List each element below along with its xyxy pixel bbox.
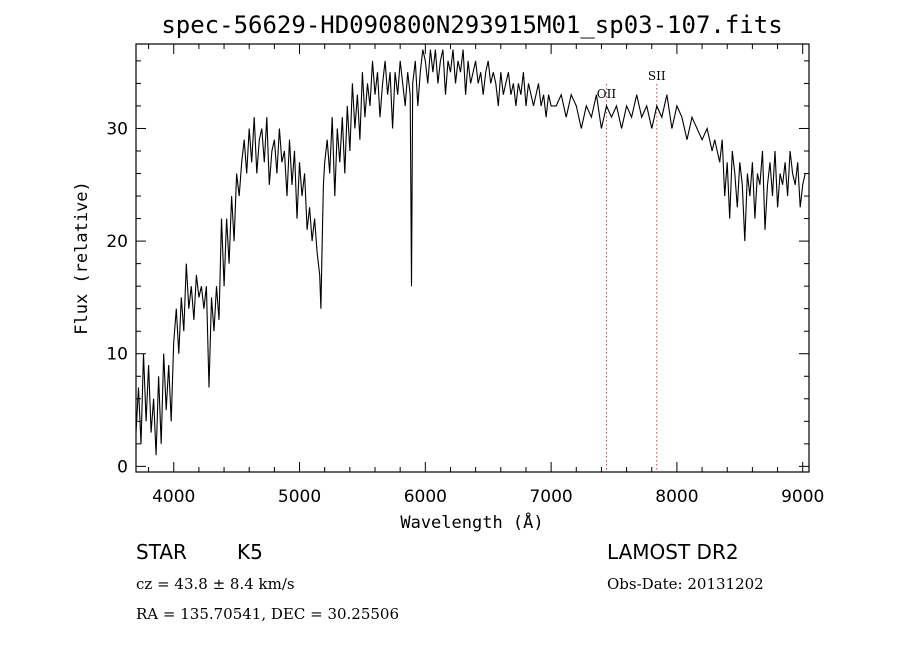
line-annotations: OII SII — [597, 69, 666, 472]
chart-title: spec-56629-HD090800N293915M01_sp03-107.f… — [161, 11, 782, 39]
x-tick-label: 7000 — [529, 487, 572, 507]
object-class: STAR — [136, 540, 187, 564]
spectrum-series-line — [135, 49, 806, 456]
x-tick-label: 8000 — [655, 487, 698, 507]
plot-frame — [135, 43, 810, 473]
x-tick-label: 5000 — [278, 487, 321, 507]
y-tick-label: 20 — [106, 232, 128, 252]
observation-date: Obs-Date: 20131202 — [607, 575, 764, 593]
y-tick-label: 30 — [106, 119, 128, 139]
x-tick-label: 6000 — [404, 487, 447, 507]
y-axis-label: Flux (relative) — [72, 181, 92, 335]
x-tick-label: 4000 — [152, 487, 195, 507]
y-tick-label: 0 — [117, 457, 128, 477]
axis-ticks: 4000 5000 6000 7000 8000 9000 0 10 20 30 — [106, 44, 824, 507]
x-tick-label: 9000 — [781, 487, 824, 507]
annotation-label: SII — [648, 69, 666, 83]
redshift-readout: cz = 43.8 ± 8.4 km/s — [136, 575, 295, 593]
x-axis-label: Wavelength (Å) — [400, 511, 543, 533]
y-tick-label: 10 — [106, 345, 128, 365]
survey-name: LAMOST DR2 — [607, 540, 739, 564]
coordinates-readout: RA = 135.70541, DEC = 30.25506 — [136, 605, 399, 623]
annotation-label: OII — [597, 87, 617, 101]
object-subclass: K5 — [237, 540, 263, 564]
